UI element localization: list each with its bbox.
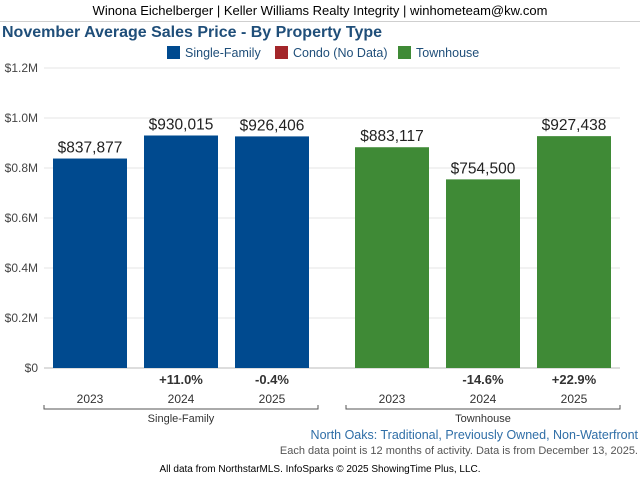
legend-item-condo[interactable]: Condo (No Data)	[275, 46, 388, 62]
bar-townhouse-2024	[446, 179, 520, 368]
group-bracket	[345, 405, 621, 410]
legend-item-single-family[interactable]: Single-Family	[167, 46, 261, 62]
group-label: Single-Family	[148, 413, 215, 425]
change-label: +11.0%	[159, 372, 203, 387]
y-tick-label: $0.6M	[5, 211, 38, 225]
legend-label-single-family: Single-Family	[185, 46, 261, 60]
group-bracket	[43, 405, 319, 410]
x-tick-label: 2025	[561, 392, 588, 406]
x-tick-label: 2024	[470, 392, 497, 406]
change-label: -0.4%	[255, 372, 289, 387]
x-tick-label: 2025	[259, 392, 286, 406]
x-tick-label: 2024	[168, 392, 195, 406]
data-note: Each data point is 12 months of activity…	[279, 445, 638, 457]
bar-value-label: $926,406	[240, 117, 305, 134]
change-label: +22.9%	[552, 372, 597, 387]
area-description: North Oaks: Traditional, Previously Owne…	[310, 428, 638, 442]
bar-single-family-2023	[53, 158, 127, 368]
bar-value-label: $837,877	[58, 140, 123, 157]
bar-chart: $0 $0.2M $0.4M $0.6M $0.8M $1.0M $1.2M $837,877…	[5, 61, 621, 425]
legend: Single-Family Condo (No Data) Townhouse	[0, 46, 640, 62]
y-tick-label: $0.2M	[5, 311, 38, 325]
legend-swatch-single-family	[167, 46, 180, 59]
legend-swatch-condo	[275, 46, 288, 59]
y-tick-label: $1.0M	[5, 111, 38, 125]
bar-value-label: $754,500	[451, 160, 516, 177]
x-tick-label: 2023	[379, 392, 406, 406]
data-source: All data from NorthstarMLS. InfoSparks ©…	[159, 464, 481, 475]
legend-swatch-townhouse	[398, 46, 411, 59]
bar-single-family-2024	[144, 135, 218, 368]
bar-townhouse-2023	[355, 147, 429, 368]
bar-value-label: $883,117	[360, 128, 424, 145]
bar-single-family-2025	[235, 136, 309, 368]
change-label: -14.6%	[462, 372, 504, 387]
x-tick-label: 2023	[77, 392, 104, 406]
bar-value-label: $927,438	[542, 117, 607, 134]
y-tick-label: $0.4M	[5, 261, 38, 275]
group-label: Townhouse	[455, 413, 511, 425]
y-tick-label: $0	[25, 361, 39, 375]
bar-value-label: $930,015	[149, 116, 214, 133]
legend-item-townhouse[interactable]: Townhouse	[398, 46, 479, 62]
chart-title: November Average Sales Price - By Proper…	[2, 24, 383, 41]
agent-header: Winona Eichelberger | Keller Williams Re…	[0, 0, 640, 22]
bar-townhouse-2025	[537, 136, 611, 368]
legend-label-condo: Condo (No Data)	[293, 46, 388, 60]
legend-label-townhouse: Townhouse	[416, 46, 480, 60]
y-tick-label: $1.2M	[5, 61, 38, 75]
y-tick-label: $0.8M	[5, 161, 38, 175]
